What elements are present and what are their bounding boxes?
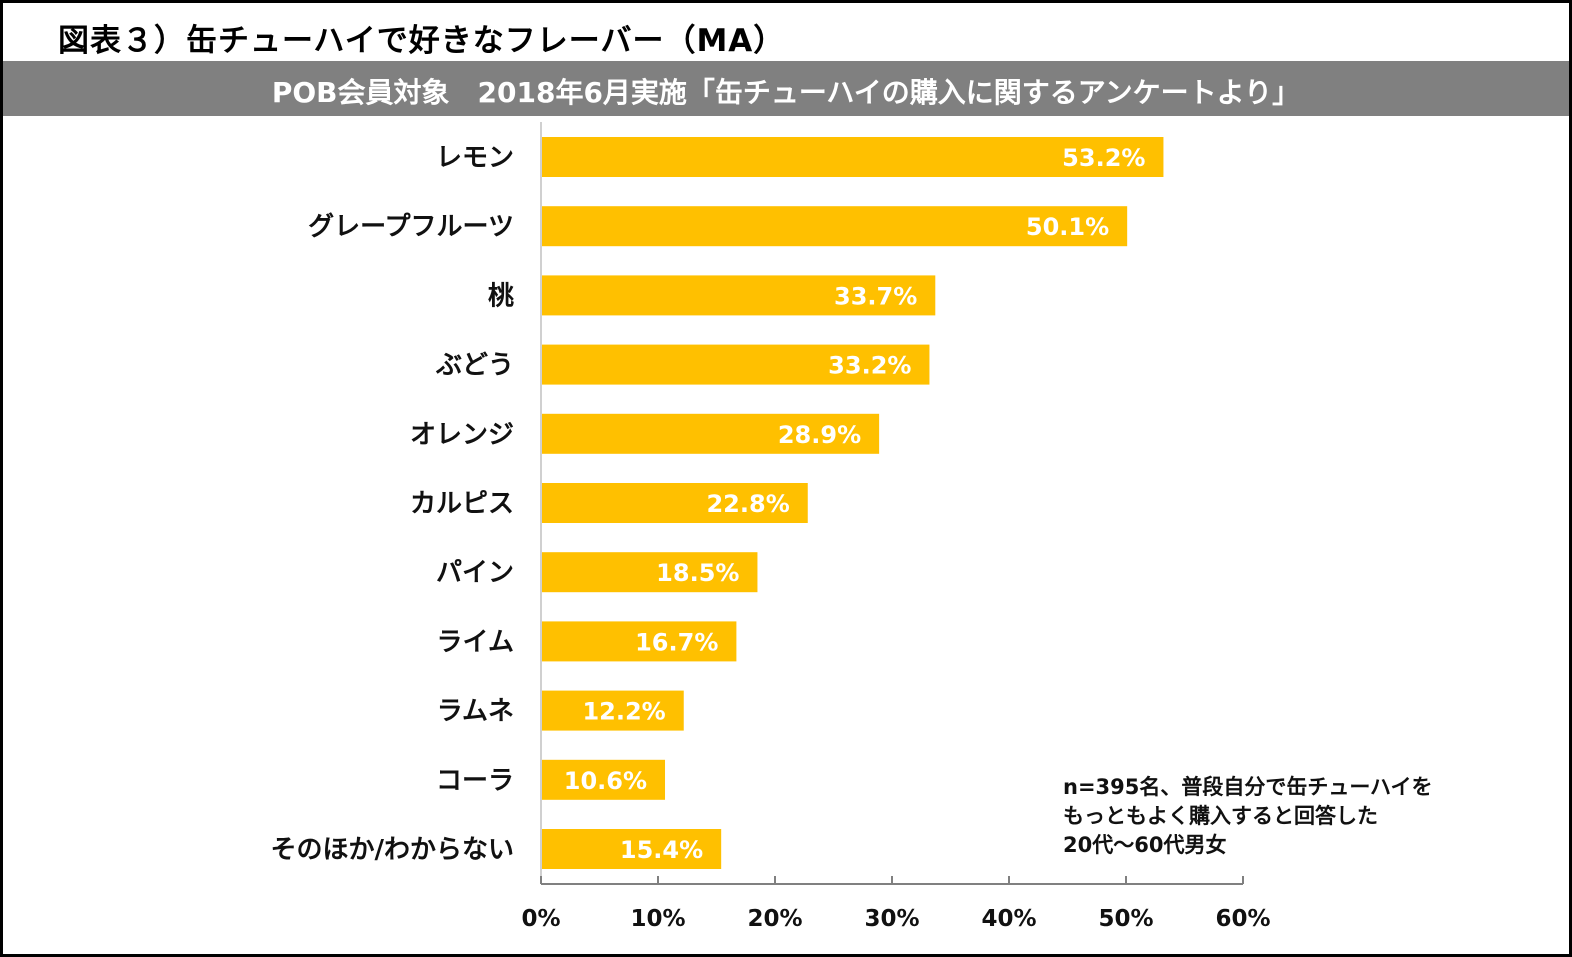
bar (541, 344, 930, 385)
bar (541, 275, 936, 316)
x-tick-label: 60% (1215, 906, 1270, 932)
bar (541, 413, 880, 454)
category-label: そのほか/わからない (271, 835, 515, 865)
bar (541, 206, 1128, 247)
category-label: 桃 (488, 281, 514, 311)
value-label: 22.8% (706, 490, 789, 518)
value-label: 10.6% (564, 767, 647, 795)
category-label: ライム (437, 627, 514, 657)
value-label: 50.1% (1026, 213, 1109, 241)
sample-note: n=395名、普段自分で缶チューハイを もっともよく購入すると回答した 20代～… (1063, 773, 1433, 860)
note-line: n=395名、普段自分で缶チューハイを (1063, 775, 1433, 799)
bar (541, 137, 1164, 177)
bar (541, 483, 808, 523)
value-label: 53.2% (1062, 144, 1145, 172)
x-tick-label: 10% (630, 906, 685, 932)
x-tick-label: 30% (864, 906, 919, 932)
value-label: 18.5% (656, 559, 739, 587)
value-label: 28.9% (778, 421, 861, 449)
chart-subtitle: POB会員対象 2018年6月実施「缶チューハイの購入に関するアンケートより」 (271, 76, 1301, 109)
category-label: レモン (436, 143, 514, 173)
bar (541, 552, 758, 593)
bar (541, 829, 722, 869)
category-label: グレープフルーツ (308, 212, 514, 242)
category-label: ラムネ (437, 697, 514, 727)
bar (541, 759, 666, 800)
bar (541, 690, 684, 731)
x-axis: 0% 10% 20% 30% 40% 50% 60% (521, 122, 1271, 932)
category-label: オレンジ (410, 420, 514, 450)
value-label: 33.2% (828, 352, 911, 380)
subtitle-banner: POB会員対象 2018年6月実施「缶チューハイの購入に関するアンケートより」 (3, 61, 1569, 116)
category-label: ぶどう (435, 351, 514, 381)
x-tick-label: 50% (1098, 906, 1153, 932)
category-label: パイン (436, 558, 514, 588)
x-tick-label: 20% (747, 906, 802, 932)
chart-title: 図表３）缶チューハイで好きなフレーバー（MA） (58, 23, 786, 59)
value-label: 16.7% (635, 628, 718, 656)
note-line: 20代～60代男女 (1063, 833, 1227, 857)
bars-group: レモン 53.2% グレープフルーツ 50.1% 桃 33.7% ぶどう 33.2% オレンジ 2… (271, 137, 1164, 869)
value-label: 12.2% (582, 698, 665, 726)
bar (541, 621, 737, 662)
value-label: 33.7% (834, 282, 917, 310)
x-tick-label: 40% (981, 906, 1036, 932)
note-line: もっともよく購入すると回答した (1063, 804, 1378, 828)
category-label: カルピス (410, 489, 514, 519)
value-label: 15.4% (620, 836, 703, 864)
category-label: コーラ (436, 766, 514, 796)
x-tick-label: 0% (521, 906, 560, 932)
